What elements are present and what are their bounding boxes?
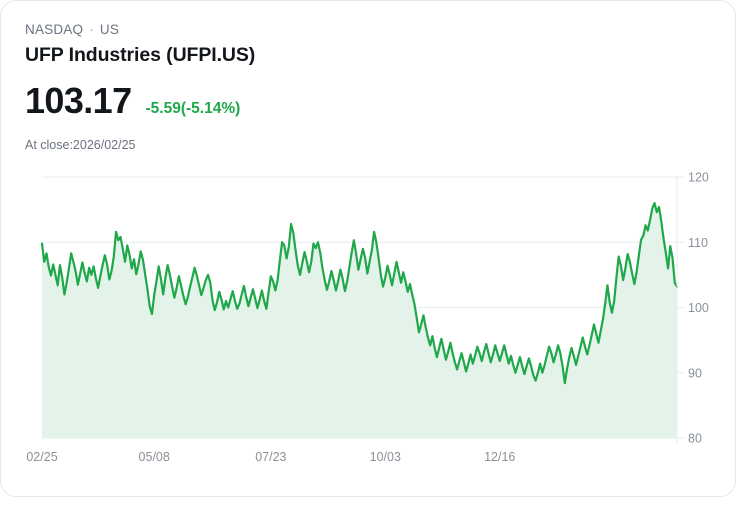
current-price: 103.17 [25, 80, 132, 121]
x-axis-tick-label: 05/08 [139, 450, 170, 464]
stock-quote-card: NASDAQ · US UFP Industries (UFPI.US) 103.1… [0, 0, 736, 497]
x-axis-tick-label: 02/25 [26, 450, 57, 464]
region-code: US [99, 22, 120, 37]
x-axis-tick-label: 07/23 [255, 450, 286, 464]
price-chart[interactable]: 120 110 100 90 80 02/25 05/08 07/23 10/03 12/16 [1, 161, 736, 473]
x-axis-labels: 02/25 05/08 07/23 10/03 12/16 [26, 450, 515, 464]
y-axis-labels: 120 110 100 90 80 [688, 171, 709, 446]
quote-price-row: 103.17 -5.59(-5.14%) [25, 81, 240, 121]
y-axis-tick-label: 90 [688, 366, 702, 380]
market-status: At close:2026/02/25 [25, 138, 136, 152]
page-title: UFP Industries (UFPI.US) [25, 44, 256, 66]
separator-dot: · [89, 22, 94, 37]
y-axis-tick-label: 110 [688, 236, 708, 250]
y-axis-tick-label: 120 [688, 171, 709, 185]
price-area-fill [42, 203, 677, 438]
quote-header: NASDAQ · US UFP Industries (UFPI.US) [25, 21, 625, 68]
y-axis-tick-label: 80 [688, 432, 702, 446]
x-axis-tick-label: 12/16 [484, 450, 515, 464]
x-axis-tick-label: 10/03 [370, 450, 401, 464]
exchange-region-row: NASDAQ · US [25, 21, 625, 39]
exchange-name: NASDAQ [25, 22, 84, 37]
price-change: -5.59(-5.14%) [145, 100, 241, 117]
price-chart-svg[interactable]: 120 110 100 90 80 02/25 05/08 07/23 10/03 12/16 [1, 161, 736, 473]
y-axis-tick-label: 100 [688, 301, 709, 315]
price-line [40, 202, 679, 385]
